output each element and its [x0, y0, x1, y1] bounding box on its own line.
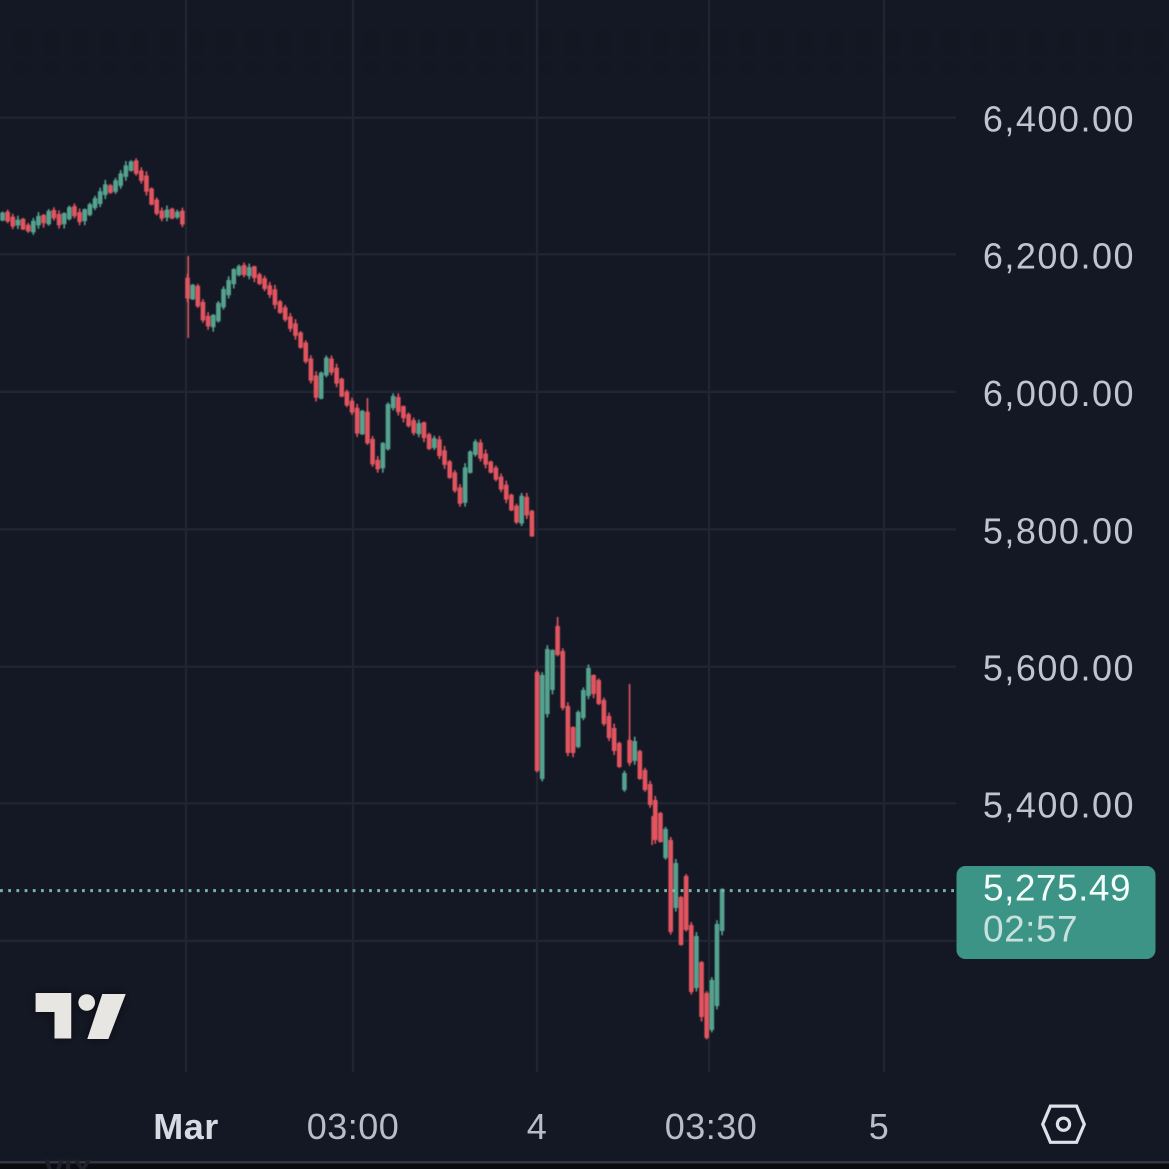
svg-text:02:57: 02:57: [983, 909, 1078, 950]
svg-text:6,000.00: 6,000.00: [983, 373, 1135, 414]
svg-text:5,275.49: 5,275.49: [983, 868, 1131, 909]
svg-text:03:30: 03:30: [665, 1106, 758, 1147]
svg-text:03:00: 03:00: [307, 1106, 400, 1147]
svg-text:5: 5: [869, 1106, 890, 1147]
svg-text:5,400.00: 5,400.00: [983, 784, 1135, 825]
svg-text:VIX: VIX: [44, 1154, 92, 1169]
svg-text:6,400.00: 6,400.00: [983, 99, 1135, 140]
svg-text:5,600.00: 5,600.00: [983, 648, 1135, 689]
svg-text:6,200.00: 6,200.00: [983, 235, 1135, 276]
svg-text:5,800.00: 5,800.00: [983, 510, 1135, 551]
svg-text:4: 4: [527, 1106, 548, 1147]
svg-text:Mar: Mar: [153, 1106, 219, 1147]
